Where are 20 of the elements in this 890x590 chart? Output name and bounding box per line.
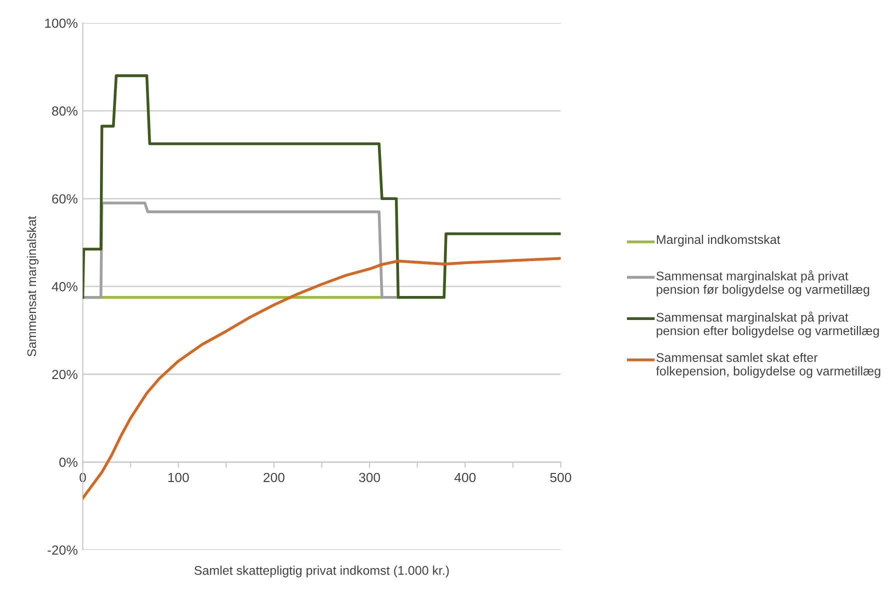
y-tick-label: 80% [52, 106, 78, 116]
x-axis-title: Samlet skattepligtig privat indkomst (1.000 kr.) [194, 566, 449, 578]
y-tick-label: 20% [52, 370, 78, 380]
x-tick-label: 400 [454, 472, 476, 482]
y-tick-label: 40% [52, 282, 78, 292]
line-series [82, 74, 561, 299]
x-tick-label: 200 [264, 472, 284, 482]
y-tick-label: 60% [52, 194, 78, 204]
x-tick-label: 300 [359, 472, 380, 482]
y-tick-label: -20% [48, 545, 78, 555]
y-axis-title: Sammensat marginalskat [26, 216, 39, 356]
legend-label: Marginal indkomstskat [656, 234, 780, 246]
x-tick-label: 0 [80, 472, 86, 482]
x-tick-label: 500 [550, 472, 572, 482]
legend-label: Sammensat marginalskat på privat pension efter boligydelse og varmetillæg [656, 312, 879, 338]
legend-label: Sammensat marginalskat på privat pension før boligydelse og varmetillæg [656, 270, 870, 296]
y-tick-label: 0% [59, 458, 78, 467]
y-tick-label: 100% [45, 18, 78, 28]
legend-label: Sammensat samlet skat efter folkepension, boligydelse og varmetillæg [656, 352, 880, 378]
x-tick-label: 100 [168, 472, 189, 482]
